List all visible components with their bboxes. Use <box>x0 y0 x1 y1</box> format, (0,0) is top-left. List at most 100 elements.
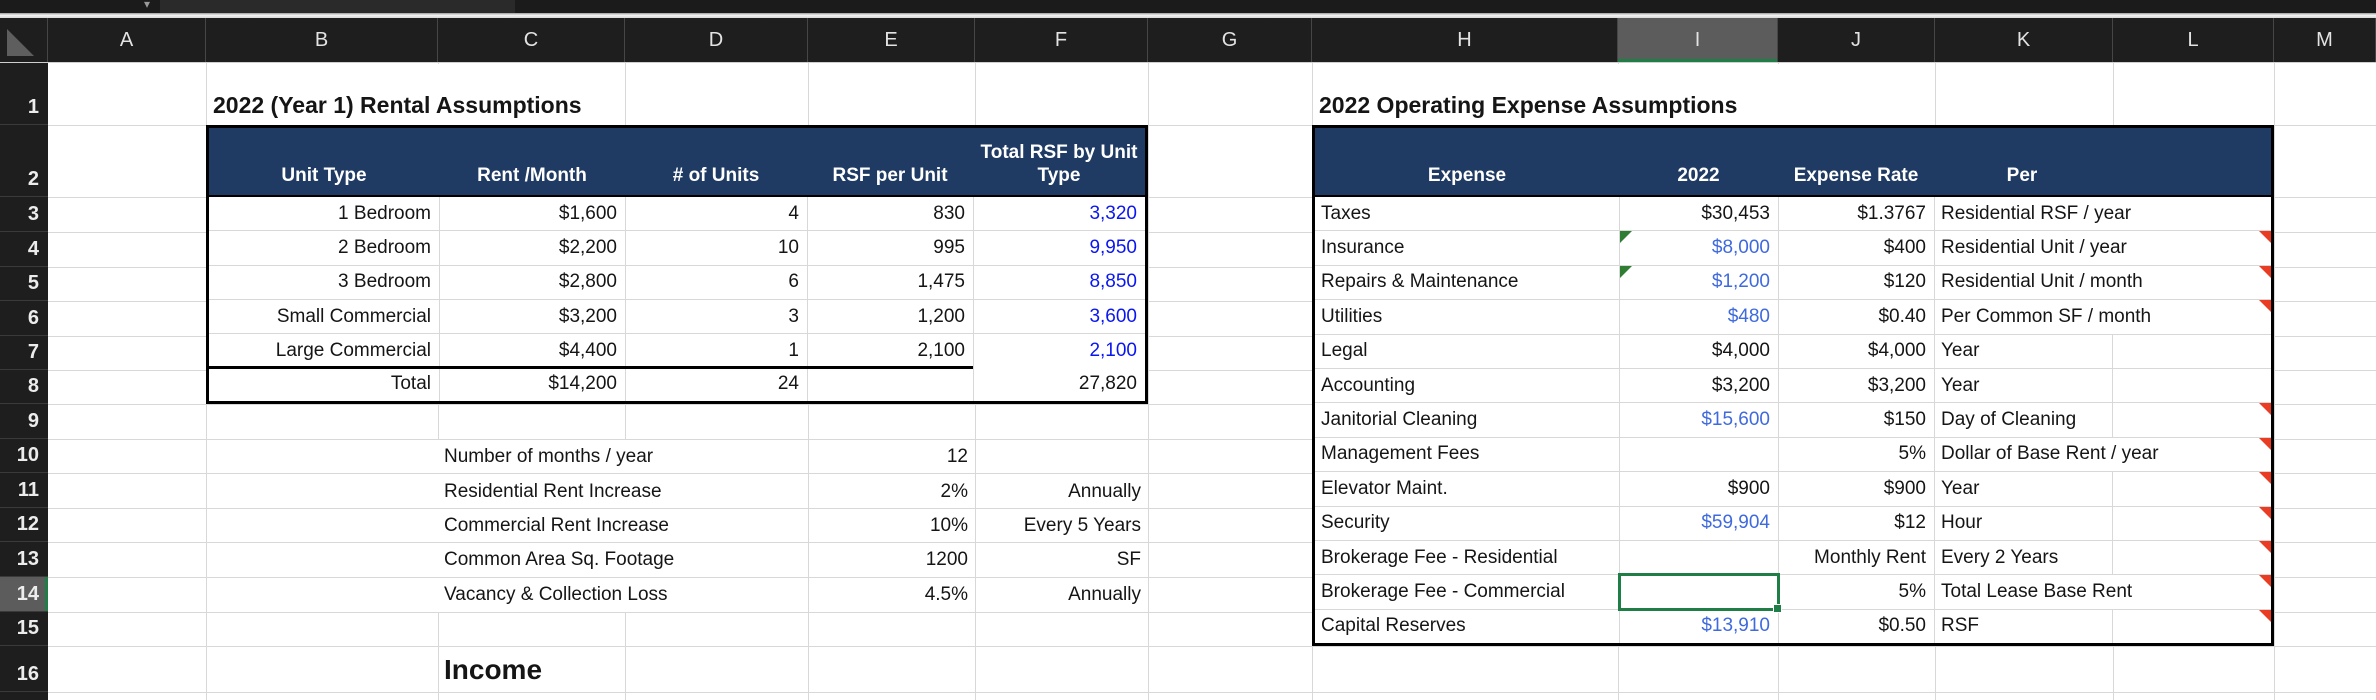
cell-rsf[interactable]: 995 <box>807 231 973 265</box>
cell-rsf[interactable]: 1,200 <box>807 299 973 334</box>
row-header-13[interactable]: 13 <box>0 542 48 577</box>
cell-expense-name[interactable]: Repairs & Maintenance <box>1321 271 1519 293</box>
cell-2022-value[interactable]: $4,000 <box>1619 334 1778 368</box>
assumption-label[interactable]: Common Area Sq. Footage <box>438 543 808 578</box>
cell-2022-value[interactable] <box>1619 540 1778 575</box>
cell-total-units[interactable]: 24 <box>625 367 807 401</box>
assumption-row[interactable]: Number of months / year 12 <box>438 440 1148 475</box>
assumption-row[interactable]: Common Area Sq. Footage 1200 SF <box>438 543 1148 578</box>
cell-expense-rate[interactable]: $4,000 <box>1778 334 1934 368</box>
cell-2022-value[interactable]: $480 <box>1619 300 1778 334</box>
cell-expense-name[interactable]: Insurance <box>1321 237 1405 259</box>
row-header-14[interactable]: 14 <box>0 577 48 612</box>
cell-2022-value[interactable]: $15,600 <box>1619 403 1778 437</box>
header-expense[interactable]: Expense <box>1427 165 1507 187</box>
cell-unit-type[interactable]: Small Commercial <box>276 305 431 327</box>
column-header-L[interactable]: L <box>2113 18 2274 62</box>
cell-2022-value[interactable]: $59,904 <box>1619 506 1778 540</box>
row-header-1[interactable]: 1 <box>0 63 48 125</box>
cell-2022-value[interactable]: $900 <box>1619 472 1778 506</box>
cell-expense-name[interactable]: Taxes <box>1321 202 1371 224</box>
cell-expense-rate[interactable]: $150 <box>1778 403 1934 437</box>
header-num-units[interactable]: # of Units <box>672 165 760 187</box>
cell-units[interactable]: 10 <box>625 231 807 265</box>
header-expense-rate[interactable]: Expense Rate <box>1793 165 1919 187</box>
assumption-label[interactable]: Commercial Rent Increase <box>438 508 808 544</box>
cell-units[interactable]: 3 <box>625 299 807 334</box>
assumption-row[interactable]: Vacancy & Collection Loss 4.5% Annually <box>438 577 1148 613</box>
cell-expense-name[interactable]: Security <box>1321 512 1390 534</box>
cell-rsf[interactable]: 2,100 <box>807 334 973 368</box>
cell-per[interactable]: Residential Unit / month <box>1934 265 2271 300</box>
cell-2022-value[interactable]: $1,200 <box>1619 265 1778 300</box>
cell-unit-type[interactable]: Large Commercial <box>275 339 431 361</box>
cell-per[interactable]: RSF <box>1934 609 2271 644</box>
assumption-row[interactable]: Commercial Rent Increase 10% Every 5 Yea… <box>438 508 1148 544</box>
cell-per[interactable]: Total Lease Base Rent <box>1934 575 2271 609</box>
column-header-M[interactable]: M <box>2274 18 2376 62</box>
cell-rent[interactable]: $4,400 <box>439 334 625 368</box>
assumption-unit[interactable]: Annually <box>1068 583 1141 605</box>
column-header-H[interactable]: H <box>1312 18 1618 62</box>
cell-expense-rate[interactable]: $120 <box>1778 265 1934 300</box>
cell-total-rsf-sum[interactable]: 27,820 <box>973 367 1145 401</box>
cell-expense-name[interactable]: Brokerage Fee - Residential <box>1321 546 1558 568</box>
row-header-16[interactable]: 16 <box>0 646 48 692</box>
cell-expense-rate[interactable]: $0.40 <box>1778 300 1934 334</box>
cell-expense-rate[interactable]: $400 <box>1778 231 1934 265</box>
assumption-unit[interactable]: Every 5 Years <box>1023 515 1141 537</box>
cell-per[interactable]: Per Common SF / month <box>1934 300 2271 334</box>
cell-per[interactable]: Day of Cleaning <box>1934 403 2271 437</box>
cell-2022-value[interactable] <box>1619 437 1778 472</box>
cell-per[interactable]: Residential Unit / year <box>1934 231 2271 265</box>
cell-rent[interactable]: $2,200 <box>439 231 625 265</box>
column-header-D[interactable]: D <box>625 18 808 62</box>
cell-2022-value[interactable]: $30,453 <box>1619 197 1778 231</box>
cell-expense-rate[interactable]: $3,200 <box>1778 368 1934 403</box>
cell-units[interactable]: 6 <box>625 265 807 299</box>
cell-total-rsf[interactable]: 3,320 <box>973 197 1145 231</box>
assumption-row[interactable]: Residential Rent Increase 2% Annually <box>438 474 1148 509</box>
cell-per[interactable]: Year <box>1934 472 2271 506</box>
fill-handle[interactable] <box>1773 603 1782 613</box>
header-total-rsf[interactable]: Total RSF by Unit Type <box>980 142 1138 187</box>
cell-rsf[interactable]: 830 <box>807 197 973 231</box>
assumption-unit[interactable]: SF <box>1116 549 1141 571</box>
cell-per[interactable]: Every 2 Years <box>1934 540 2271 575</box>
cell-per[interactable]: Residential RSF / year <box>1934 197 2271 231</box>
cell-total-rsf[interactable]: 9,950 <box>973 231 1145 265</box>
row-header-6[interactable]: 6 <box>0 301 48 336</box>
cell-unit-type[interactable]: 2 Bedroom <box>338 236 431 258</box>
left-title[interactable]: 2022 (Year 1) Rental Assumptions <box>207 64 624 125</box>
cell-2022-value[interactable]: $3,200 <box>1619 368 1778 403</box>
header-unit-type[interactable]: Unit Type <box>281 165 367 187</box>
assumption-value[interactable]: 4.5% <box>924 583 968 605</box>
row-header-4[interactable]: 4 <box>0 232 48 267</box>
cell-2022-value[interactable]: $13,910 <box>1619 609 1778 644</box>
cell-expense-rate[interactable]: 5% <box>1778 437 1934 472</box>
cell-2022-value[interactable] <box>1618 573 1782 613</box>
assumption-value[interactable]: 1200 <box>925 549 968 571</box>
cell-unit-type[interactable]: 1 Bedroom <box>338 202 431 224</box>
column-header-F[interactable]: F <box>975 18 1148 62</box>
cell-expense-rate[interactable]: 5% <box>1778 575 1934 609</box>
row-header-12[interactable]: 12 <box>0 508 48 542</box>
cell-expense-name[interactable]: Utilities <box>1321 305 1383 327</box>
cell-per[interactable]: Year <box>1934 334 2271 368</box>
cell-expense-name[interactable]: Management Fees <box>1321 443 1480 465</box>
row-header-10[interactable]: 10 <box>0 439 48 473</box>
assumption-label[interactable]: Residential Rent Increase <box>438 474 808 509</box>
cell-total-rsf[interactable]: 2,100 <box>973 334 1145 368</box>
assumption-value[interactable]: 12 <box>946 446 968 468</box>
right-title[interactable]: 2022 Operating Expense Assumptions <box>1313 64 1934 125</box>
row-header-8[interactable]: 8 <box>0 370 48 404</box>
cell-rent[interactable]: $3,200 <box>439 299 625 334</box>
cell-total-label[interactable]: Total <box>390 373 431 395</box>
select-all-corner[interactable] <box>0 18 48 62</box>
row-header-15[interactable]: 15 <box>0 612 48 646</box>
cell-expense-rate[interactable]: $1.3767 <box>1778 197 1934 231</box>
cell-expense-rate[interactable]: $0.50 <box>1778 609 1934 644</box>
cell-rsf[interactable]: 1,475 <box>807 265 973 299</box>
cell-total-rsf-blank[interactable] <box>807 367 973 401</box>
column-header-G[interactable]: G <box>1148 18 1312 62</box>
